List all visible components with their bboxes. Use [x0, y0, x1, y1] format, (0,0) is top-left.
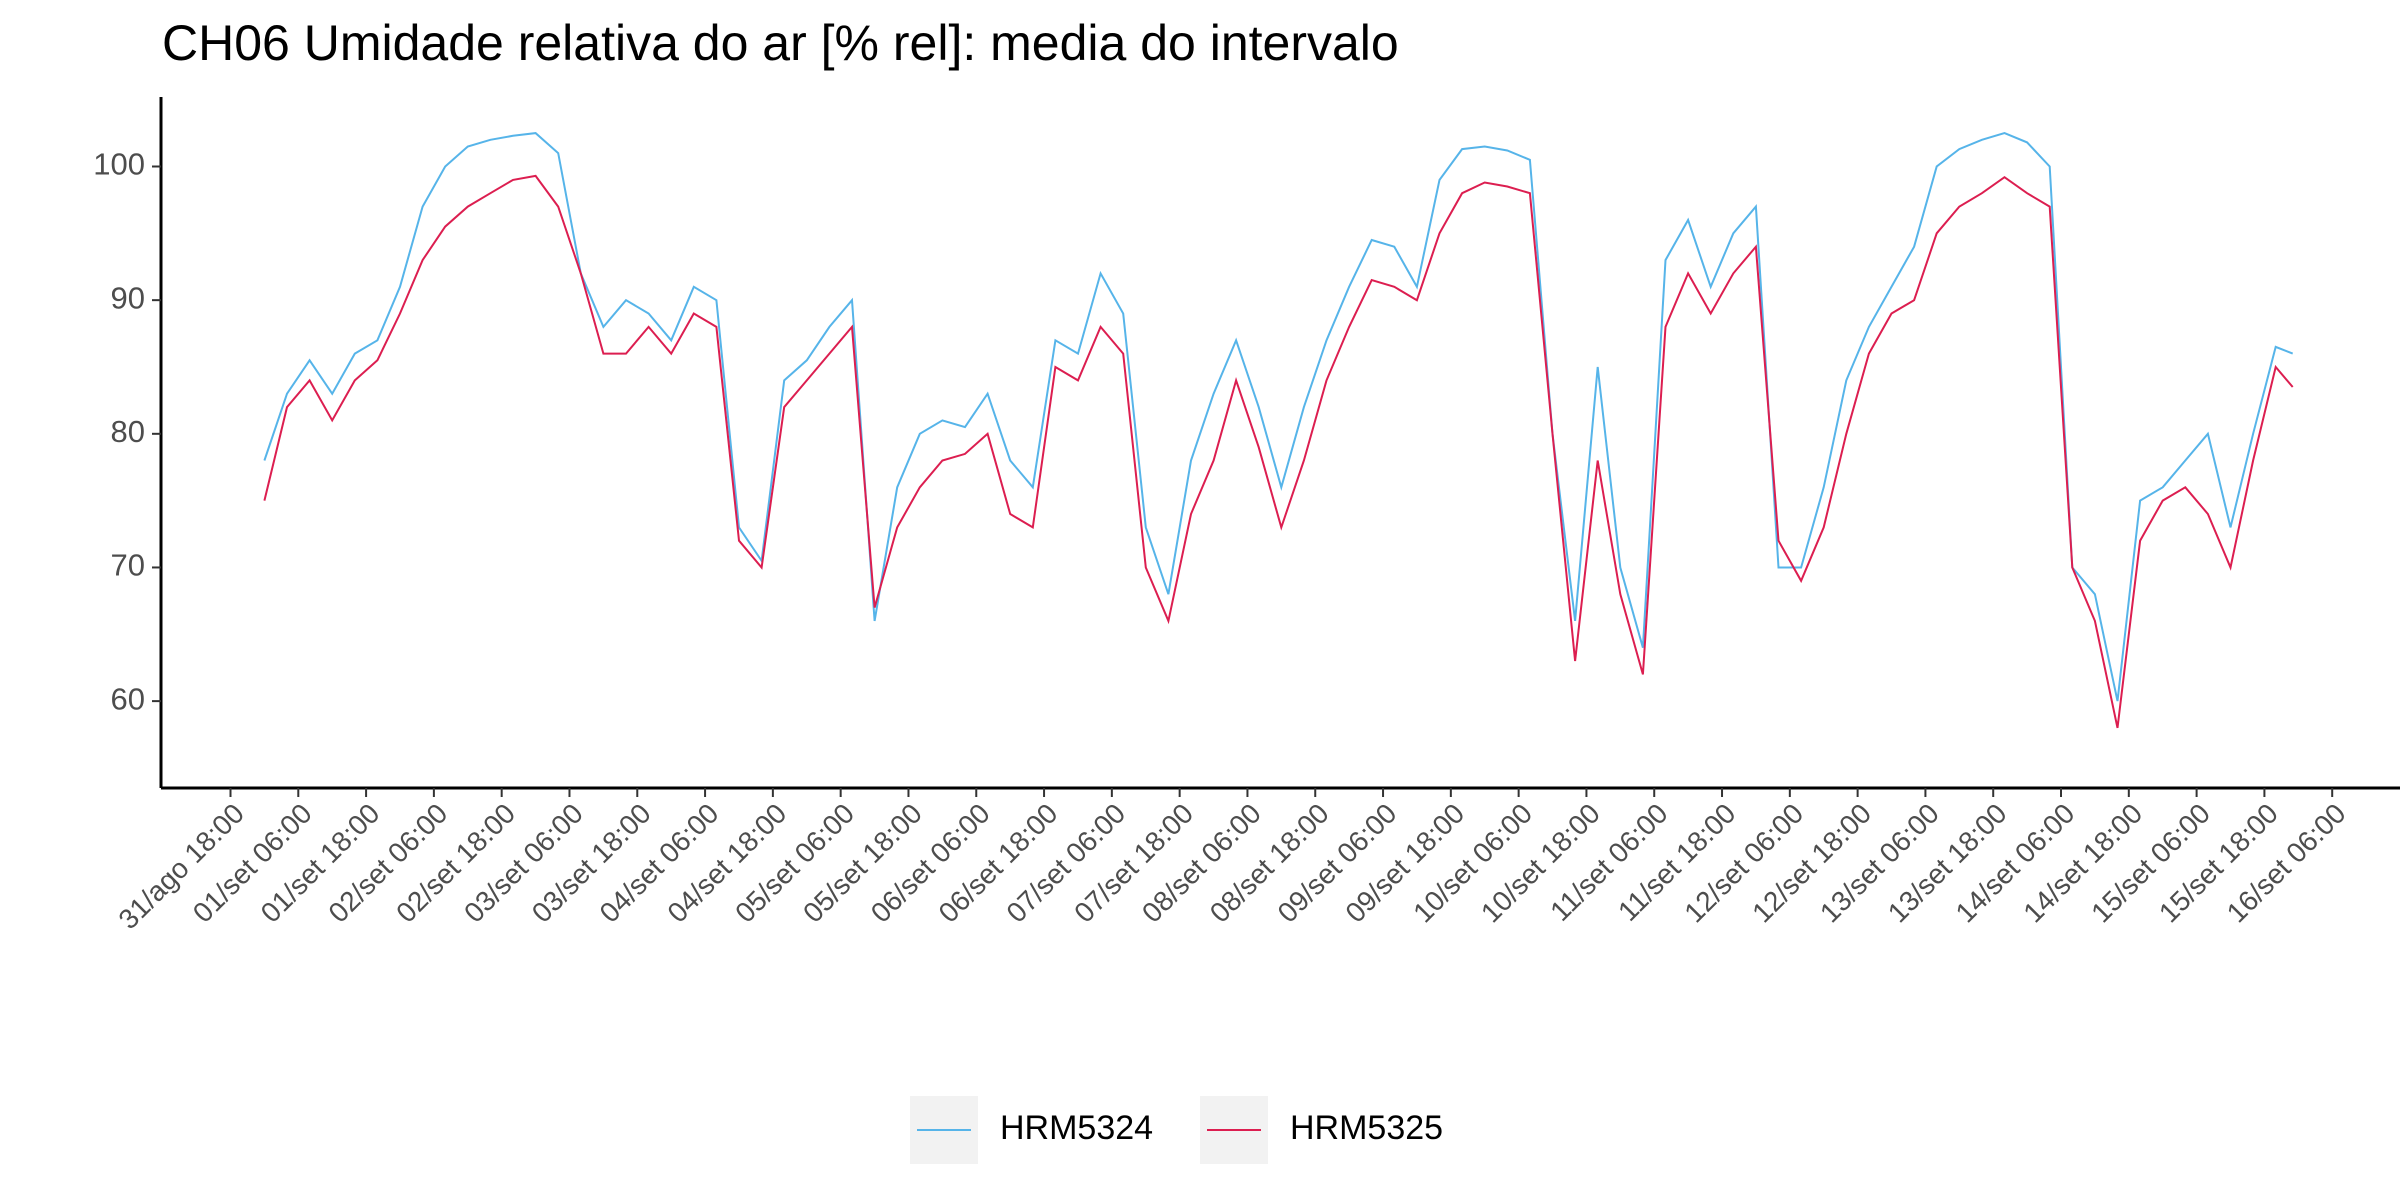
x-tick-label: 16/set 06:00 [2221, 798, 2352, 929]
chart-title: CH06 Umidade relativa do ar [% rel]: med… [162, 15, 1399, 71]
legend-label: HRM5324 [1000, 1109, 1153, 1147]
y-tick-label: 80 [111, 414, 145, 449]
series-line [263, 132, 2294, 702]
y-tick-label: 90 [111, 280, 145, 315]
y-tick-label: 100 [93, 147, 145, 182]
legend-label: HRM5325 [1290, 1109, 1443, 1147]
series-line [263, 174, 2294, 729]
y-tick-label: 60 [111, 681, 145, 716]
y-tick-label: 70 [111, 548, 145, 583]
